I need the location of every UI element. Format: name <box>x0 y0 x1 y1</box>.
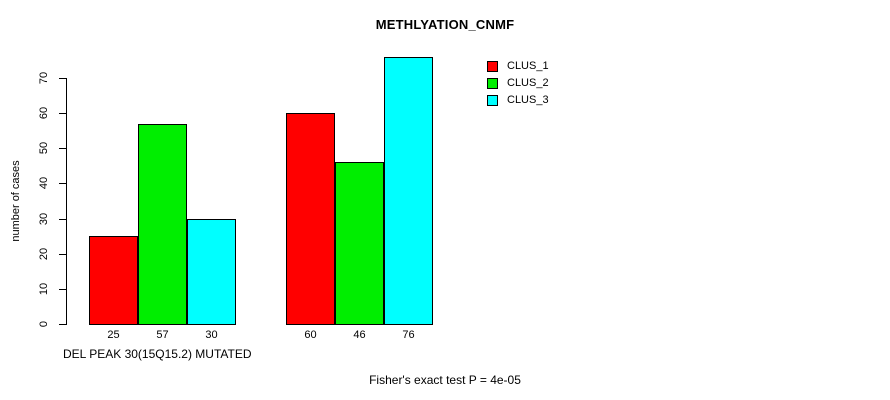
y-axis-tick <box>59 148 66 150</box>
bar-clus_2-group1[interactable] <box>138 123 187 325</box>
legend-item-clus_1[interactable]: CLUS_1 <box>487 58 549 75</box>
y-axis-tick <box>59 288 66 290</box>
bar-value-label: 46 <box>353 329 366 341</box>
legend-item-clus_3[interactable]: CLUS_3 <box>487 92 549 109</box>
legend: CLUS_1 CLUS_2 CLUS_3 <box>487 58 549 109</box>
y-axis-tick <box>59 253 66 255</box>
bar-value-label: 57 <box>156 329 169 341</box>
legend-label: CLUS_3 <box>507 94 549 106</box>
legend-swatch-icon <box>487 61 498 72</box>
y-axis-tick <box>59 324 66 325</box>
legend-swatch-icon <box>487 78 498 89</box>
fisher-test-annotation: Fisher's exact test P = 4e-05 <box>369 373 521 387</box>
bar-clus_1-group1[interactable] <box>89 236 138 325</box>
y-axis-tick <box>59 78 66 79</box>
legend-item-clus_2[interactable]: CLUS_2 <box>487 75 549 92</box>
bar-clus_2-group2[interactable] <box>335 162 384 325</box>
y-axis-line <box>66 78 67 325</box>
page-title: METHLYATION_CNMF <box>375 17 515 32</box>
y-axis-tick <box>59 113 66 115</box>
bar-value-label: 30 <box>205 329 218 341</box>
y-axis-tick <box>59 183 66 185</box>
bar-value-label: 60 <box>304 329 317 341</box>
legend-label: CLUS_1 <box>507 60 549 72</box>
legend-label: CLUS_2 <box>507 77 549 89</box>
y-axis-tick <box>59 218 66 220</box>
bar-clus_1-group2[interactable] <box>286 113 335 325</box>
bar-value-label: 76 <box>402 329 415 341</box>
bar-clus_3-group2[interactable] <box>384 56 433 325</box>
bar-clus_3-group1[interactable] <box>187 218 236 325</box>
bar-value-label: 25 <box>107 329 120 341</box>
legend-swatch-icon <box>487 95 498 106</box>
group-caption: DEL PEAK 30(15Q15.2) MUTATED <box>63 347 252 361</box>
